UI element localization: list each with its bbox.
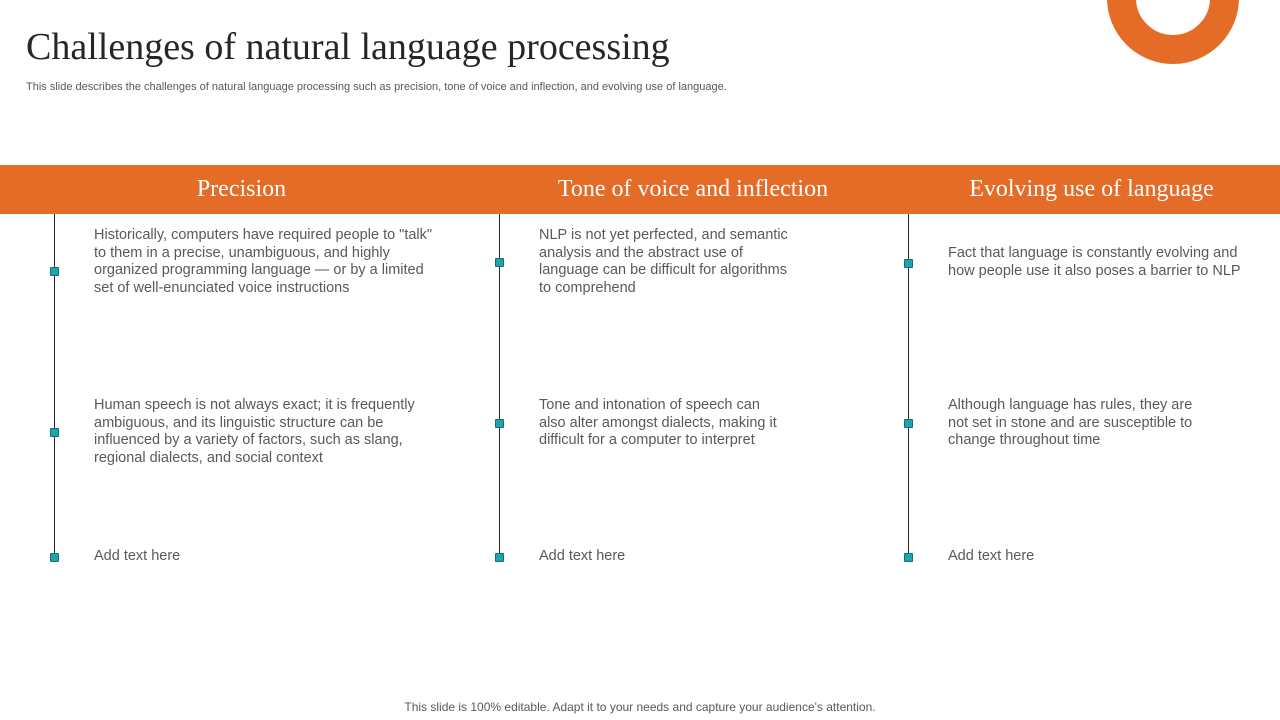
precision-point-3: Add text here [94, 548, 181, 564]
timeline-node [495, 553, 504, 562]
timeline-node [50, 267, 59, 276]
evolving-point-2: Although language has rules, they are no… [948, 397, 1193, 449]
timeline-node [50, 428, 59, 437]
tone-point-2: Tone and intonation of speech can also a… [539, 397, 777, 449]
evolving-point-3: Add text here [948, 548, 1035, 564]
tone-point-1: NLP is not yet perfected, and semantic a… [539, 227, 788, 296]
timeline-node [50, 553, 59, 562]
timeline-node [904, 419, 913, 428]
evolving-point-1: Fact that language is constantly evolvin… [948, 245, 1241, 279]
timeline-line-tone [499, 214, 500, 558]
precision-point-1: Historically, computers have required pe… [94, 227, 433, 296]
timeline-node [495, 419, 504, 428]
timeline-node [904, 553, 913, 562]
decorative-ring-shape [1107, 0, 1239, 64]
column-heading-precision: Precision [196, 176, 287, 202]
slide-title: Challenges of natural language processin… [26, 26, 670, 68]
timeline-line-precision [54, 214, 55, 558]
timeline-node [904, 259, 913, 268]
timeline-node [495, 258, 504, 267]
column-header-band [0, 165, 1280, 214]
timeline-line-evolving [908, 214, 909, 558]
column-heading-tone-of-voice: Tone of voice and inflection [557, 176, 829, 202]
slide-subtitle: This slide describes the challenges of n… [26, 81, 727, 93]
slide-footer-note: This slide is 100% editable. Adapt it to… [404, 700, 876, 714]
tone-point-3: Add text here [539, 548, 626, 564]
precision-point-2: Human speech is not always exact; it is … [94, 397, 415, 466]
column-heading-evolving-language: Evolving use of language [969, 176, 1214, 202]
